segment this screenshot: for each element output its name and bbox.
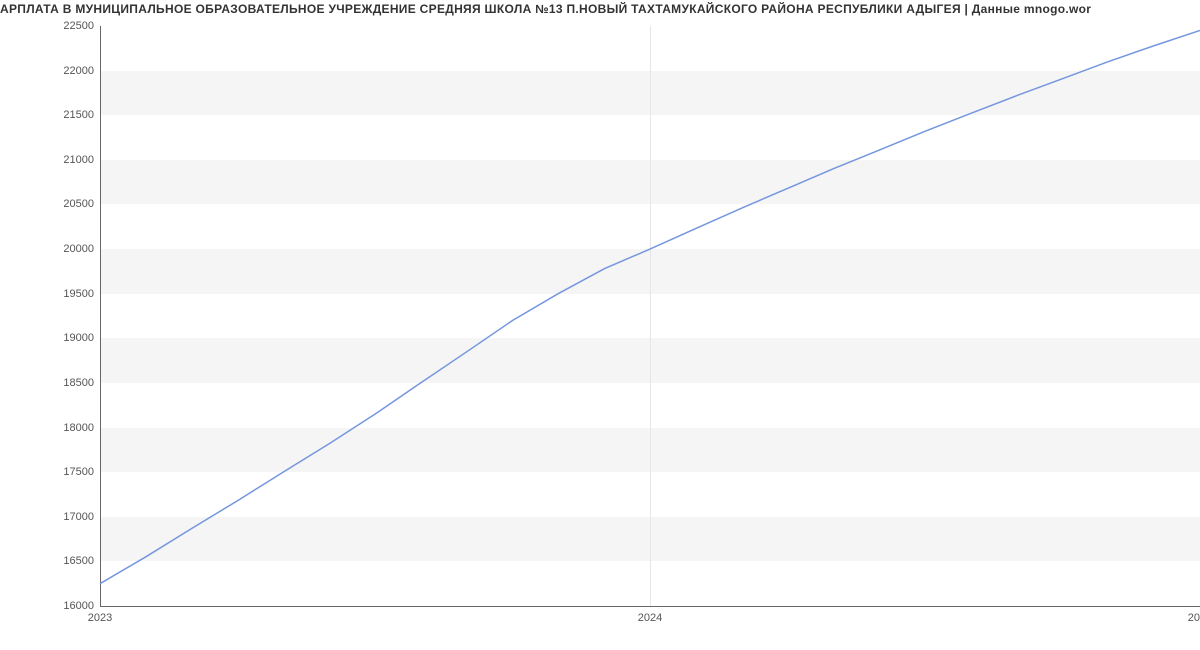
y-tick-label: 17500 [63, 466, 94, 478]
series-layer [100, 26, 1200, 606]
y-tick-label: 21000 [63, 154, 94, 166]
y-tick-label: 22000 [63, 65, 94, 77]
chart-container: АРПЛАТА В МУНИЦИПАЛЬНОЕ ОБРАЗОВАТЕЛЬНОЕ … [0, 0, 1200, 650]
x-tick-label: 2024 [638, 612, 662, 624]
y-tick-label: 19000 [63, 332, 94, 344]
y-tick-label: 19500 [63, 288, 94, 300]
y-tick-label: 18500 [63, 377, 94, 389]
chart-title: АРПЛАТА В МУНИЦИПАЛЬНОЕ ОБРАЗОВАТЕЛЬНОЕ … [0, 2, 1200, 16]
x-tick-label: 2023 [88, 612, 112, 624]
x-tick-label: 2025 [1188, 612, 1200, 624]
series-line-salary [100, 30, 1200, 583]
x-axis-line [100, 606, 1200, 607]
y-tick-label: 18000 [63, 422, 94, 434]
y-tick-label: 16000 [63, 600, 94, 612]
y-tick-label: 22500 [63, 20, 94, 32]
y-tick-label: 20000 [63, 243, 94, 255]
y-tick-label: 16500 [63, 555, 94, 567]
y-tick-label: 21500 [63, 109, 94, 121]
y-tick-label: 20500 [63, 198, 94, 210]
y-tick-label: 17000 [63, 511, 94, 523]
plot-area: 1600016500170001750018000185001900019500… [100, 26, 1200, 606]
